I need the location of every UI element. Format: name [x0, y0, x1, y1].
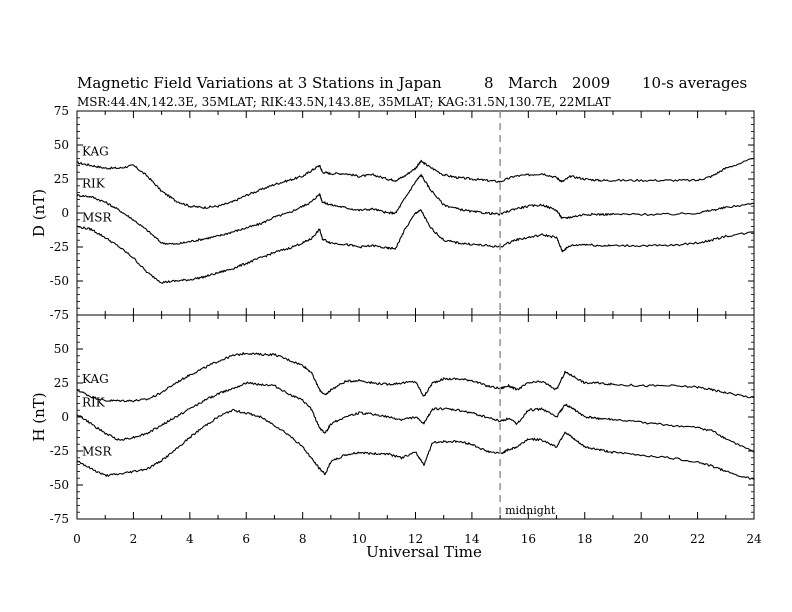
x-tick-label: 10: [351, 532, 366, 546]
h-series-rik: [76, 381, 755, 453]
d-label-kag: KAG: [82, 145, 109, 159]
d-ytick-label: 0: [61, 206, 69, 220]
d-ytick-label: 75: [54, 104, 69, 118]
date-month: March: [508, 74, 558, 92]
x-tick-label: 24: [746, 532, 762, 546]
x-tick-label: 16: [521, 532, 536, 546]
h-label-rik: RIK: [82, 395, 106, 409]
h-ytick-label: 50: [54, 342, 69, 356]
date-year: 2009: [572, 74, 610, 92]
date-day: 8: [484, 74, 494, 92]
d-ytick-label: 50: [54, 138, 69, 152]
h-ytick-label: -50: [50, 478, 69, 492]
x-tick-label: 2: [130, 532, 138, 546]
d-ytick-label: -50: [50, 274, 69, 288]
x-tick-label: 20: [634, 532, 649, 546]
h-series-msr: [76, 408, 755, 481]
d-series-rik: [76, 173, 755, 245]
d-series-kag: [76, 158, 755, 210]
d-label-rik: RIK: [82, 176, 106, 190]
d-component-panel: 75 50 25 0 -25 -50 -75 D (nT) KAG RIK MSR: [30, 104, 755, 322]
h-axis-title: H (nT): [30, 392, 48, 441]
x-tick-label: 4: [186, 532, 194, 546]
x-tick-label: 22: [690, 532, 705, 546]
x-tick-label: 8: [299, 532, 307, 546]
x-tick-label: 0: [73, 532, 81, 546]
h-label-msr: MSR: [82, 445, 113, 459]
h-label-kag: KAG: [82, 372, 109, 386]
d-label-msr: MSR: [82, 211, 113, 225]
d-ytick-label: -75: [50, 308, 69, 322]
stations-info: MSR:44.4N,142.3E, 35MLAT; RIK:43.5N,143.…: [77, 95, 611, 109]
h-ytick-label: 25: [54, 376, 69, 390]
midnight-label: midnight: [505, 504, 556, 517]
chart-title: Magnetic Field Variations at 3 Stations …: [77, 74, 442, 92]
d-series-msr: [76, 209, 755, 284]
d-ytick-label: 25: [54, 172, 69, 186]
h-series-kag: [76, 352, 755, 403]
x-tick-label: 6: [242, 532, 250, 546]
x-tick-label: 18: [577, 532, 592, 546]
h-ytick-label: -75: [50, 512, 69, 526]
d-axis-title: D (nT): [30, 189, 48, 237]
averaging-label: 10-s averages: [642, 74, 747, 92]
h-ytick-label: 0: [61, 410, 69, 424]
x-tick-label: 14: [464, 532, 480, 546]
x-axis-title: Universal Time: [366, 543, 482, 561]
h-ytick-label: -25: [50, 444, 69, 458]
x-tick-label: 12: [408, 532, 423, 546]
d-ytick-label: -25: [50, 240, 69, 254]
